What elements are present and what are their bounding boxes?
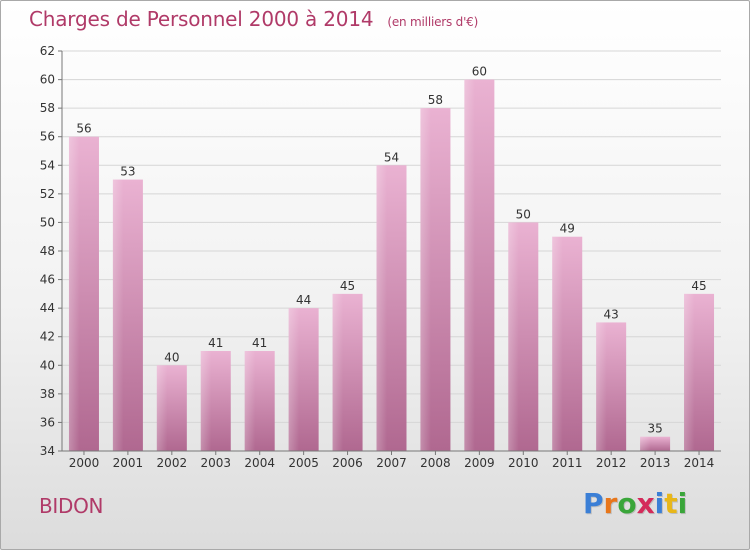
y-axis-ticks: 34 36 38 40 42 44 46 48 50 52 54 56 58 60 62 [40, 44, 62, 458]
x-axis-ticks: 2000 2001 2002 2003 2004 2005 2006 2007 2008 2009… [69, 451, 715, 470]
y-tick-label: 56 [40, 130, 55, 144]
y-tick-label: 42 [40, 330, 55, 344]
data-label-2011: 49 [560, 222, 575, 236]
proxiti-logo[interactable]: Proxiti [583, 487, 687, 520]
logo-letter: o [617, 487, 637, 520]
y-tick-label: 38 [40, 387, 55, 401]
logo-letter: x [636, 487, 655, 520]
x-tick-label: 2004 [244, 456, 275, 470]
bar-highlight-2003 [200, 351, 212, 451]
bar-highlight-2006 [332, 293, 344, 451]
data-label-2000: 56 [76, 122, 91, 136]
data-label-2012: 43 [604, 307, 619, 321]
x-tick-label: 2012 [596, 456, 627, 470]
logo-letter: i [677, 487, 688, 520]
y-tick-label: 60 [40, 73, 55, 87]
data-label-2002: 40 [164, 350, 179, 364]
y-tick-label: 54 [40, 158, 55, 172]
chart-title: Charges de Personnel 2000 à 2014 (en mill… [29, 7, 478, 31]
data-label-2006: 45 [340, 279, 355, 293]
y-tick-label: 62 [40, 44, 55, 58]
bars [68, 79, 715, 452]
x-tick-label: 2001 [113, 456, 144, 470]
data-label-2009: 60 [472, 65, 487, 79]
y-tick-label: 46 [40, 273, 55, 287]
logo-letter: t [664, 487, 678, 520]
bar-highlight-2009 [464, 79, 475, 452]
x-tick-label: 2006 [332, 456, 363, 470]
x-tick-label: 2007 [376, 456, 407, 470]
x-tick-label: 2008 [420, 456, 451, 470]
data-label-2014: 45 [691, 279, 706, 293]
data-label-2003: 41 [208, 336, 223, 350]
x-tick-label: 2009 [464, 456, 495, 470]
y-tick-label: 52 [40, 187, 55, 201]
bar-highlight-2004 [244, 351, 256, 451]
y-tick-label: 34 [40, 444, 55, 458]
logo-letter: i [654, 487, 665, 520]
data-label-2010: 50 [516, 207, 531, 221]
bar-highlight-2012 [596, 322, 607, 451]
data-label-2001: 53 [120, 165, 135, 179]
bar-highlight-2010 [508, 222, 519, 451]
x-tick-label: 2011 [552, 456, 583, 470]
bar-highlight-2011 [552, 236, 563, 451]
y-tick-label: 58 [40, 101, 55, 115]
y-tick-label: 40 [40, 358, 55, 372]
y-tick-label: 36 [40, 415, 55, 429]
data-label-2004: 41 [252, 336, 267, 350]
x-tick-label: 2014 [684, 456, 715, 470]
bar-highlight-2013 [640, 436, 651, 451]
x-tick-label: 2013 [640, 456, 671, 470]
x-tick-label: 2010 [508, 456, 539, 470]
bar-highlight-2000 [68, 136, 80, 451]
data-label-2007: 54 [384, 150, 399, 164]
x-tick-label: 2003 [200, 456, 231, 470]
data-label-2013: 35 [647, 422, 662, 436]
x-tick-label: 2000 [69, 456, 100, 470]
bar-highlight-2001 [112, 179, 124, 452]
bar-highlight-2007 [376, 165, 387, 452]
data-label-2005: 44 [296, 293, 311, 307]
y-tick-label: 48 [40, 244, 55, 258]
unit-note: (en milliers d'€) [387, 15, 479, 29]
logo-letter: r [603, 487, 618, 520]
bar-highlight-2005 [288, 308, 300, 451]
y-tick-label: 44 [40, 301, 55, 315]
commune-name: BIDON [39, 494, 104, 518]
chart-title-text: Charges de Personnel 2000 à 2014 [29, 7, 374, 31]
x-tick-label: 2002 [157, 456, 188, 470]
bar-highlight-2008 [420, 108, 431, 452]
bar-highlight-2002 [156, 365, 168, 451]
data-label-2008: 58 [428, 93, 443, 107]
x-tick-label: 2005 [288, 456, 319, 470]
y-tick-label: 50 [40, 215, 55, 229]
logo-letter: P [583, 487, 604, 520]
data-labels: 56 53 40 41 41 44 45 54 58 60 50 49 43 35 45 [76, 65, 706, 436]
bar-highlight-2014 [684, 293, 695, 451]
